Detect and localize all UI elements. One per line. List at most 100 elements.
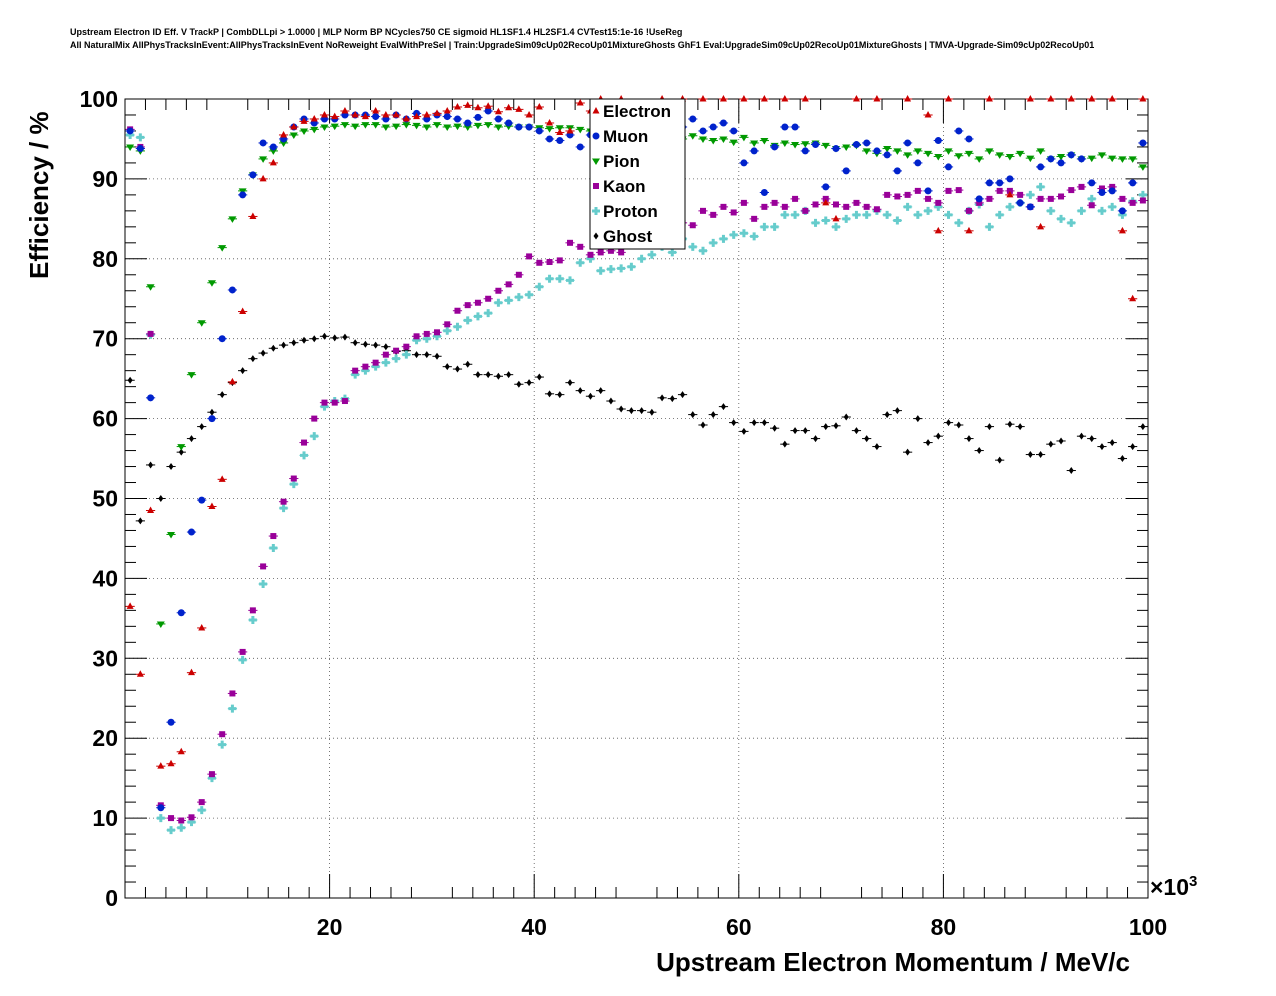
data-point [483, 295, 493, 302]
data-point [432, 352, 442, 360]
data-point [483, 102, 493, 109]
data-point [984, 95, 995, 102]
data-point [943, 95, 954, 102]
data-point [770, 199, 780, 206]
point-marker [434, 352, 440, 360]
point-marker [146, 284, 155, 291]
point-marker [1026, 203, 1034, 211]
point-marker [986, 195, 993, 202]
data-point [626, 407, 636, 415]
data-point [360, 366, 371, 375]
point-marker [373, 341, 379, 349]
y-axis-title: Efficiency / % [24, 111, 54, 279]
data-point [125, 144, 135, 151]
point-marker [331, 399, 338, 406]
point-marker [259, 156, 268, 163]
point-marker [709, 238, 718, 247]
data-point [1107, 439, 1117, 447]
point-marker [352, 367, 359, 374]
data-point [596, 249, 606, 256]
point-marker [587, 251, 594, 258]
point-marker [811, 218, 820, 227]
data-point [422, 124, 432, 131]
point-marker [127, 376, 133, 384]
data-point [217, 731, 227, 738]
point-marker [1077, 206, 1086, 215]
point-marker [934, 154, 943, 161]
data-point [698, 136, 708, 143]
point-marker [505, 119, 513, 127]
point-marker [1067, 95, 1075, 102]
point-marker [913, 148, 922, 155]
data-point [851, 199, 862, 206]
point-marker [464, 302, 471, 309]
data-point [708, 238, 718, 247]
data-point [1035, 222, 1046, 230]
data-point [749, 215, 759, 222]
point-marker [260, 563, 267, 570]
data-point [984, 148, 995, 155]
data-point [227, 690, 238, 697]
point-marker [310, 114, 318, 122]
point-marker [474, 299, 481, 306]
point-marker [515, 271, 522, 278]
point-marker [935, 432, 941, 440]
data-point [759, 222, 769, 231]
point-marker [863, 139, 871, 147]
data-point [1117, 207, 1128, 215]
data-point [729, 139, 739, 147]
data-point [872, 147, 882, 155]
data-point [964, 150, 974, 158]
data-point [708, 123, 718, 131]
point-marker [853, 427, 859, 435]
legend-marker-ghost [593, 232, 599, 240]
point-marker [740, 95, 748, 102]
data-point [381, 351, 391, 358]
point-marker [577, 387, 583, 395]
point-marker [423, 330, 430, 337]
grid-lines [125, 99, 1148, 898]
data-point [1138, 139, 1148, 147]
data-point [995, 187, 1005, 194]
point-marker [443, 124, 452, 131]
point-marker [444, 363, 450, 371]
point-marker [423, 110, 431, 118]
point-marker [412, 336, 421, 345]
point-marker [535, 282, 544, 291]
data-point [544, 258, 555, 265]
data-point [718, 95, 729, 102]
point-marker [178, 448, 184, 456]
data-point [1097, 206, 1107, 215]
point-marker [823, 423, 829, 431]
point-marker [300, 117, 308, 124]
data-point [1005, 202, 1015, 211]
point-marker [985, 95, 993, 102]
data-point [166, 463, 176, 471]
point-marker [1057, 214, 1066, 223]
data-point [227, 216, 238, 223]
data-point [647, 250, 657, 259]
point-marker [433, 332, 442, 341]
point-marker [147, 506, 155, 513]
data-point [493, 372, 503, 380]
data-point [1015, 191, 1025, 198]
data-point [943, 148, 954, 155]
data-point [442, 363, 452, 371]
point-marker [832, 145, 840, 153]
point-marker [422, 124, 431, 131]
point-marker [801, 141, 810, 148]
data-point [186, 814, 197, 821]
data-point [1076, 432, 1087, 440]
data-point [176, 444, 186, 451]
point-marker [168, 815, 175, 822]
data-point [647, 408, 657, 416]
point-marker [883, 151, 891, 159]
point-marker [913, 210, 922, 219]
data-point [657, 394, 667, 402]
data-point [319, 402, 330, 411]
point-marker [187, 528, 195, 536]
data-point [238, 307, 248, 315]
point-marker [505, 103, 513, 111]
data-point [565, 126, 575, 134]
point-marker [1079, 432, 1085, 440]
